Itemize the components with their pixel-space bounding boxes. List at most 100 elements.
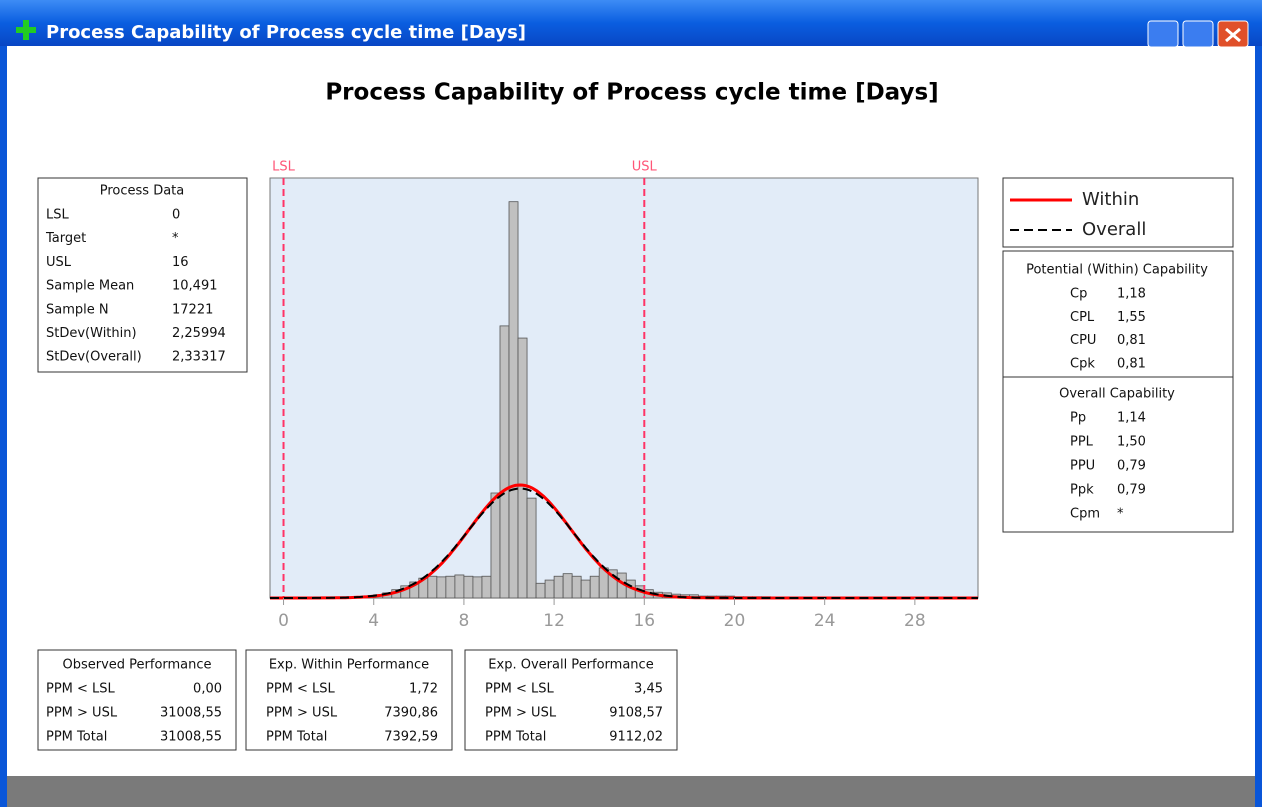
row-value: 16 (172, 255, 189, 270)
row-label: PPM > USL (266, 706, 338, 721)
row-value: 2,33317 (172, 350, 226, 365)
row-value: 10,491 (172, 279, 218, 294)
row-value: 1,72 (409, 682, 438, 697)
table-title: Process Data (100, 184, 185, 199)
x-tick-label: 28 (904, 611, 926, 631)
x-tick-label: 4 (368, 611, 379, 631)
table-title: Overall Capability (1059, 387, 1175, 402)
histogram-bar (589, 575, 600, 599)
row-label: PPM Total (46, 730, 107, 745)
histogram-bar (463, 575, 474, 599)
row-value: 31008,55 (160, 706, 222, 721)
row-label: Sample N (46, 302, 109, 317)
performance-box (245, 649, 453, 751)
table-title: Observed Performance (62, 658, 211, 673)
row-label: PPM Total (485, 730, 546, 745)
row-label: StDev(Overall) (46, 350, 142, 365)
table-title: Exp. Overall Performance (488, 658, 653, 673)
row-label: LSL (46, 208, 69, 223)
row-value: 1,55 (1117, 310, 1146, 325)
table-title: Potential (Within) Capability (1026, 263, 1208, 278)
row-value: 0,79 (1117, 483, 1146, 498)
row-label: CPU (1070, 333, 1096, 348)
row-value: 0,00 (193, 682, 222, 697)
x-tick-label: 24 (814, 611, 836, 631)
table-title: Exp. Within Performance (269, 658, 429, 673)
row-label: PPM > USL (46, 706, 118, 721)
histogram-bar (526, 497, 537, 599)
legend (1002, 177, 1234, 248)
performance-box (464, 649, 678, 751)
row-label: PPM < LSL (46, 682, 116, 697)
row-label: PPM < LSL (266, 682, 336, 697)
close-icon (1225, 27, 1241, 43)
histogram-bar (544, 579, 555, 599)
x-tick-label: 12 (543, 611, 565, 631)
row-value: 7390,86 (384, 706, 438, 721)
row-value: 0,81 (1117, 333, 1146, 348)
row-value: * (172, 231, 179, 246)
row-value: 1,50 (1117, 435, 1146, 450)
row-value: 9112,02 (609, 730, 663, 745)
legend-label: Overall (1082, 219, 1146, 240)
row-label: Target (45, 231, 86, 246)
x-tick-label: 0 (278, 611, 289, 631)
row-value: 31008,55 (160, 730, 222, 745)
fit-curve (270, 487, 978, 599)
row-value: 17221 (172, 302, 213, 317)
histogram-bar (571, 575, 582, 599)
histogram-bar (499, 325, 510, 599)
histogram-bar (517, 337, 528, 599)
histogram-bar (445, 575, 456, 599)
row-label: PPM > USL (485, 706, 557, 721)
histogram-bar (535, 582, 546, 599)
row-value: 9108,57 (609, 706, 663, 721)
histogram-bar (436, 576, 447, 599)
row-value: 0 (172, 208, 180, 223)
histogram-bar (580, 579, 591, 599)
x-tick-label: 20 (724, 611, 746, 631)
minimize-button[interactable] (1147, 20, 1179, 48)
row-label: PPU (1070, 459, 1095, 474)
plot-area (269, 177, 979, 599)
process-data-box (37, 177, 248, 373)
histogram-bar (427, 575, 438, 599)
row-value: 0,79 (1117, 459, 1146, 474)
row-value: * (1117, 507, 1124, 522)
row-label: PPM Total (266, 730, 327, 745)
row-value: 1,18 (1117, 287, 1146, 302)
row-value: 3,45 (634, 682, 663, 697)
histogram-bar (553, 575, 564, 599)
row-label: USL (46, 255, 72, 270)
status-bar (7, 776, 1255, 807)
performance-box (37, 649, 237, 751)
legend-label: Within (1082, 189, 1139, 210)
histogram-bar (490, 492, 501, 599)
row-label: CPL (1070, 310, 1095, 325)
spec-label: USL (632, 160, 658, 175)
row-label: Pp (1070, 411, 1086, 426)
row-label: PPM < LSL (485, 682, 555, 697)
row-value: 0,81 (1117, 356, 1146, 371)
capability-box (1002, 250, 1234, 533)
maximize-button[interactable] (1182, 20, 1214, 48)
x-tick-label: 16 (633, 611, 655, 631)
row-label: StDev(Within) (46, 326, 137, 341)
row-label: Ppk (1070, 483, 1094, 498)
histogram-bar (562, 573, 573, 599)
row-label: Sample Mean (46, 279, 134, 294)
window-icon (16, 20, 36, 40)
spec-label: LSL (272, 160, 295, 175)
window-title: Process Capability of Process cycle time… (46, 22, 526, 43)
row-label: Cpm (1070, 507, 1100, 522)
title-bar (0, 0, 1262, 46)
row-label: Cp (1070, 287, 1087, 302)
row-value: 1,14 (1117, 411, 1146, 426)
row-value: 2,25994 (172, 326, 226, 341)
row-label: Cpk (1070, 356, 1095, 371)
row-label: PPL (1070, 435, 1094, 450)
x-tick-label: 8 (458, 611, 469, 631)
histogram-bar (472, 576, 483, 599)
histogram-bar (508, 201, 519, 599)
